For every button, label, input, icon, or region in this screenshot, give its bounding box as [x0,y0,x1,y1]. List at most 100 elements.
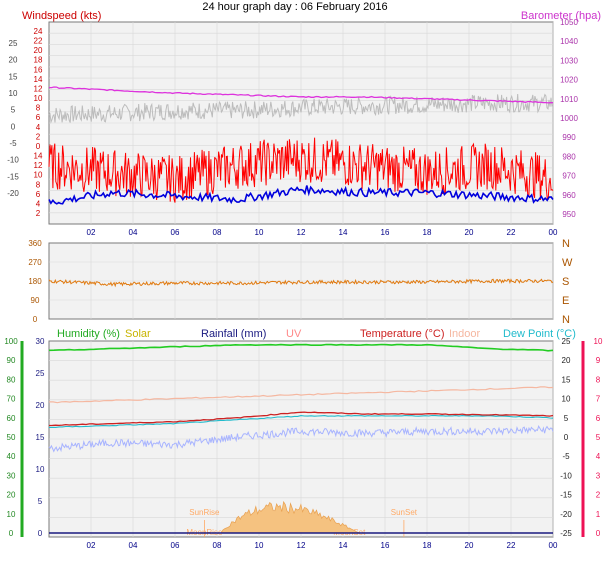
compass-label: E [562,295,569,307]
direction-axis-tick: 180 [28,277,42,286]
legend-temperature: Temperature (°C) [360,328,444,340]
wind-axis-tick: 24 [34,27,43,36]
uv-axis-tick: 8 [596,375,601,384]
panel3-x-tick: 22 [507,541,516,550]
direction-axis-tick: 270 [28,258,42,267]
panel1-x-tick: 18 [423,228,432,237]
humidity-axis-tick: 50 [7,433,16,442]
panel3-x-tick: 04 [129,541,138,550]
light-grey-trace-line [48,93,554,124]
panel3-x-tick: 06 [171,541,180,550]
wind-axis-tick: 12 [34,161,43,170]
outer-left-tick: 0 [11,122,16,131]
uv-axis-tick: 4 [596,452,601,461]
baro-axis-tick: 990 [562,133,576,142]
panel3-x-tick: 00 [549,541,558,550]
panel3-x-tick: 12 [297,541,306,550]
panel1-x-tick: 08 [213,228,222,237]
solar-area [220,500,360,534]
uv-line [48,424,554,453]
temperature-axis-tick: -20 [560,510,572,519]
wind-axis-tick: 12 [34,84,43,93]
direction-axis-tick: 360 [28,239,42,248]
panel1-left-title: Windspeed (kts) [22,10,101,22]
panel1-x-tick: 22 [507,228,516,237]
sunrise-label: SunRise [189,508,220,517]
uv-axis-tick: 1 [596,510,601,519]
panel3-x-tick: 10 [255,541,264,550]
outer-left-tick: 5 [11,106,16,115]
panel3-axis-ticks: 1009080706050403020100302520151050252015… [4,337,603,538]
panel1-x-tick: 10 [255,228,264,237]
uv-axis-tick: 3 [596,471,601,480]
wind-axis-tick: 14 [34,152,43,161]
direction-line [48,278,554,288]
panel1-x-tick: 20 [465,228,474,237]
wind-axis-tick: 4 [36,199,41,208]
chart-title: 24 hour graph day : 06 February 2016 [202,1,387,13]
wind-axis-tick: 2 [36,132,41,141]
baro-axis-tick: 980 [562,152,576,161]
panel3-x-tick: 14 [339,541,348,550]
legend-indoor: Indoor [449,328,481,340]
temperature-axis-tick: 20 [562,356,571,365]
uv-axis-tick: 0 [596,529,601,538]
uv-axis-tick: 6 [596,414,601,423]
legend-dewpoint: Dew Point (°C) [503,328,576,340]
wind-axis-tick: 4 [36,123,41,132]
humidity-axis-tick: 90 [7,356,16,365]
humidity-axis-tick: 20 [7,491,16,500]
rain-axis-tick: 0 [38,529,43,538]
panel1-x-tick: 04 [129,228,138,237]
baro-axis-tick: 950 [562,210,576,219]
wind-axis-tick: 6 [36,113,41,122]
panel1-x-tick: 06 [171,228,180,237]
temperature-line [48,411,554,427]
temperature-axis-tick: -25 [560,529,572,538]
outer-left-tick: -20 [7,189,19,198]
direction-axis-tick: 0 [33,315,38,324]
panel2-series [48,278,554,288]
rain-axis-tick: 10 [36,465,45,474]
temperature-axis-tick: 10 [562,395,571,404]
panel1-right-title: Barometer (hpa) [521,10,601,22]
wind-axis-tick: 6 [36,190,41,199]
rain-axis-tick: 30 [36,337,45,346]
legend-rainfall: Rainfall (mm) [201,328,266,340]
temperature-axis-tick: 5 [564,414,569,423]
outer-left-tick: -15 [7,172,19,181]
panel3-x-tick: 20 [465,541,474,550]
outer-left-tick: -5 [9,139,17,148]
windspeed-line [48,137,554,203]
panel1-axis-ticks: 2520151050-5-10-15-202422201816141210864… [7,18,578,219]
baro-axis-tick: 1020 [560,76,578,85]
panel3-grid [49,341,554,537]
humidity-axis-tick: 80 [7,375,16,384]
humidity-axis-tick: 40 [7,452,16,461]
panel1-x-tick: 00 [549,228,558,237]
compass-label: N [562,238,570,250]
baro-axis-tick: 960 [562,191,576,200]
panel1-x-axis: 02 04 06 08 10 12 14 16 18 20 22 00 [87,228,558,237]
baro-axis-tick: 1050 [560,18,578,27]
panel1-x-tick: 02 [87,228,96,237]
outer-left-tick: 15 [9,72,18,81]
humidity-axis-tick: 10 [7,510,16,519]
uv-axis-tick: 5 [596,433,601,442]
temperature-axis-tick: 25 [562,337,571,346]
wind-axis-tick: 8 [36,104,41,113]
direction-axis-tick: 90 [31,296,40,305]
outer-left-tick: 10 [9,89,18,98]
panel3-x-axis: 02 04 06 08 10 12 14 16 18 20 22 00 [87,541,558,550]
temperature-axis-tick: 15 [562,375,571,384]
sunset-label: SunSet [391,508,418,517]
legend-solar: Solar [125,328,151,340]
humidity-axis-tick: 0 [9,529,14,538]
wind-axis-tick: 2 [36,209,41,218]
wind-axis-tick: 18 [34,56,43,65]
panel3-legend: Humidity (%) Solar Rainfall (mm) UV Temp… [57,328,576,340]
panel3-x-tick: 16 [381,541,390,550]
humidity-axis-tick: 70 [7,395,16,404]
wind-axis-tick: 20 [34,46,43,55]
humidity-axis-tick: 30 [7,471,16,480]
